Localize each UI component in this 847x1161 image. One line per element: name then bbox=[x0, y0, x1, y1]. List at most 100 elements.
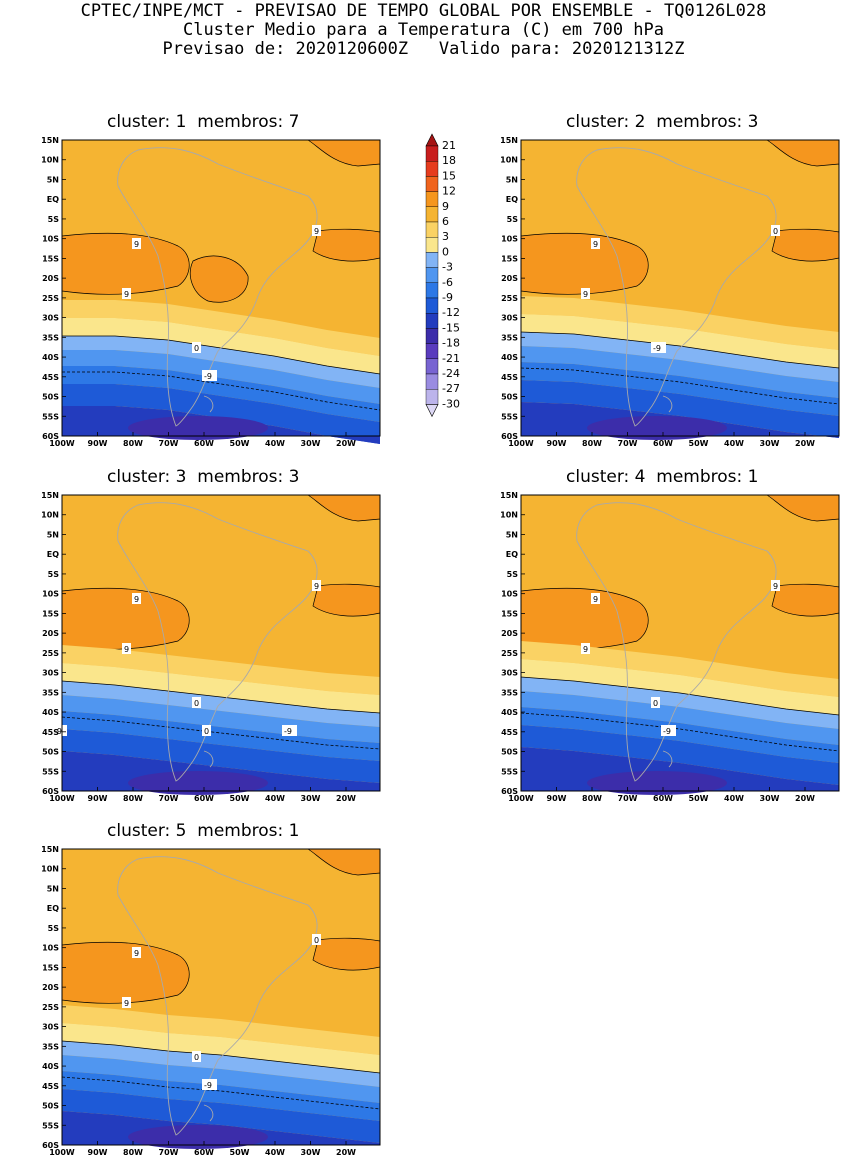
lat-tick-label: 40S bbox=[42, 353, 59, 362]
lon-tick-label: 50W bbox=[230, 1148, 250, 1157]
lat-tick-label: 15S bbox=[42, 254, 59, 263]
colorbar-swatch bbox=[425, 221, 439, 238]
title-line-1: CPTEC/INPE/MCT - PREVISAO DE TEMPO GLOBA… bbox=[80, 1, 767, 21]
contour-label-text: -9 bbox=[54, 727, 62, 736]
contour-label-text: -9 bbox=[204, 1081, 212, 1090]
band-minus6 bbox=[521, 691, 839, 745]
lon-tick-label: 30W bbox=[301, 794, 321, 803]
panel-1-title: cluster: 1 membros: 7 bbox=[107, 112, 300, 132]
band-minus6 bbox=[62, 1055, 380, 1103]
warm-band-northeast bbox=[306, 139, 381, 167]
band-minus12 bbox=[521, 725, 839, 785]
lon-tick-label: 70W bbox=[159, 794, 179, 803]
band-0 bbox=[521, 314, 839, 368]
lon-tick-label: 70W bbox=[618, 439, 638, 448]
lon-tick-label: 100W bbox=[508, 439, 534, 448]
contour-label-bg bbox=[192, 342, 201, 353]
colorbar-swatch bbox=[425, 328, 439, 344]
contour-label: -9 bbox=[282, 725, 297, 736]
contour-label: 0 bbox=[312, 934, 321, 945]
colorbar-label: 12 bbox=[442, 185, 456, 198]
band-minus9 bbox=[521, 362, 839, 416]
lon-tick-label: 80W bbox=[123, 1148, 143, 1157]
lon-tick-label: 30W bbox=[760, 439, 780, 448]
lat-tick-label: 60S bbox=[501, 787, 518, 796]
lon-tick-label: 100W bbox=[49, 439, 75, 448]
lat-tick-label: 10N bbox=[41, 156, 59, 165]
lon-tick-label: 60W bbox=[653, 794, 673, 803]
contour-label: 0 bbox=[651, 697, 660, 708]
contour-label: 0 bbox=[771, 225, 780, 236]
warm-blob-interior bbox=[189, 255, 249, 303]
lat-tick-label: 15S bbox=[42, 963, 59, 972]
map-panel-2: 9 9 0 -9 15N 10N 5N EQ 5S 10S 15S 20S 25S 30S 35S 40S 45… bbox=[500, 136, 840, 448]
band-0 bbox=[62, 663, 380, 713]
lon-tick-label: 60W bbox=[194, 794, 214, 803]
colorbar-swatch bbox=[425, 191, 439, 207]
lat-tick-label: 25S bbox=[501, 294, 518, 303]
lat-tick-label: 15N bbox=[41, 491, 59, 500]
colorbar-label: -30 bbox=[442, 397, 460, 410]
contour-label-bg bbox=[122, 997, 131, 1008]
contour-label: 9 bbox=[132, 947, 141, 958]
lat-tick-label: 5S bbox=[507, 570, 519, 579]
lat-tick-label: 35S bbox=[42, 1042, 59, 1051]
lat-tick-label: 15N bbox=[500, 136, 518, 145]
map-frame bbox=[61, 139, 381, 437]
lat-tick-label: 35S bbox=[42, 688, 59, 697]
contour-label-text: 9 bbox=[124, 645, 129, 654]
colorbar-label: 3 bbox=[442, 230, 449, 243]
lat-tick-label: 30S bbox=[42, 669, 59, 678]
panel-5-title: cluster: 5 membros: 1 bbox=[107, 821, 300, 841]
cold-core bbox=[587, 771, 727, 795]
lat-tick-label: 30S bbox=[501, 669, 518, 678]
lon-tick-label: 40W bbox=[265, 439, 285, 448]
colorbar-label: 15 bbox=[442, 169, 456, 182]
band-0 bbox=[62, 318, 380, 374]
contour-label-text: 9 bbox=[583, 645, 588, 654]
lat-tick-label: 30S bbox=[42, 1023, 59, 1032]
lat-tick-label: 55S bbox=[42, 1121, 59, 1130]
lat-tick-label: 50S bbox=[42, 1102, 59, 1111]
lat-tick-label: 15S bbox=[501, 254, 518, 263]
lon-tick-label: 80W bbox=[582, 439, 602, 448]
colorbar-label: 21 bbox=[442, 139, 456, 152]
cold-core bbox=[128, 771, 268, 795]
lat-tick-label: 30S bbox=[42, 314, 59, 323]
lat-tick-label: 15N bbox=[41, 136, 59, 145]
lon-tick-label: 30W bbox=[760, 794, 780, 803]
lat-tick-label: 60S bbox=[42, 432, 59, 441]
warm-band-northeast bbox=[306, 848, 381, 876]
contour-label: 0 bbox=[192, 697, 201, 708]
falkland-outline bbox=[203, 1104, 214, 1122]
lat-tick-label: 15N bbox=[41, 845, 59, 854]
warm-band-west bbox=[61, 941, 190, 1004]
band-minus6 bbox=[521, 346, 839, 398]
band-minus9 bbox=[521, 707, 839, 763]
lon-tick-label: 20W bbox=[336, 794, 356, 803]
contour-label-bg bbox=[651, 342, 666, 353]
lon-tick-label: 90W bbox=[88, 439, 108, 448]
contour-label: -9 bbox=[52, 725, 67, 736]
contour-label-text: 0 bbox=[773, 227, 778, 236]
lat-tick-label: 15S bbox=[42, 609, 59, 618]
contour-label: 9 bbox=[132, 593, 141, 604]
panel-3-title: cluster: 3 membros: 3 bbox=[107, 467, 300, 487]
cold-core bbox=[128, 416, 268, 440]
lat-tick-label: 20S bbox=[42, 274, 59, 283]
contour-label-text: 9 bbox=[593, 240, 598, 249]
contour-label-bg bbox=[282, 725, 297, 736]
map-panel-5: 9 9 0 0 -9 15N 10N 5N EQ 5S 10S 15S 20S 25S 30S 35S 40S 4… bbox=[41, 845, 381, 1157]
lat-tick-label: 25S bbox=[42, 1003, 59, 1012]
lon-tick-label: 20W bbox=[336, 439, 356, 448]
band-minus12 bbox=[62, 1089, 380, 1143]
colorbar-bottom-arrow bbox=[425, 404, 439, 418]
lat-tick-label: 35S bbox=[501, 333, 518, 342]
lat-tick-label: 50S bbox=[42, 748, 59, 757]
contour-label-text: -9 bbox=[663, 727, 671, 736]
south-america-outline bbox=[576, 147, 777, 427]
lon-tick-label: 80W bbox=[582, 794, 602, 803]
band-minus6 bbox=[62, 350, 380, 404]
contour-label-bg bbox=[661, 725, 676, 736]
lon-tick-label: 50W bbox=[689, 794, 709, 803]
